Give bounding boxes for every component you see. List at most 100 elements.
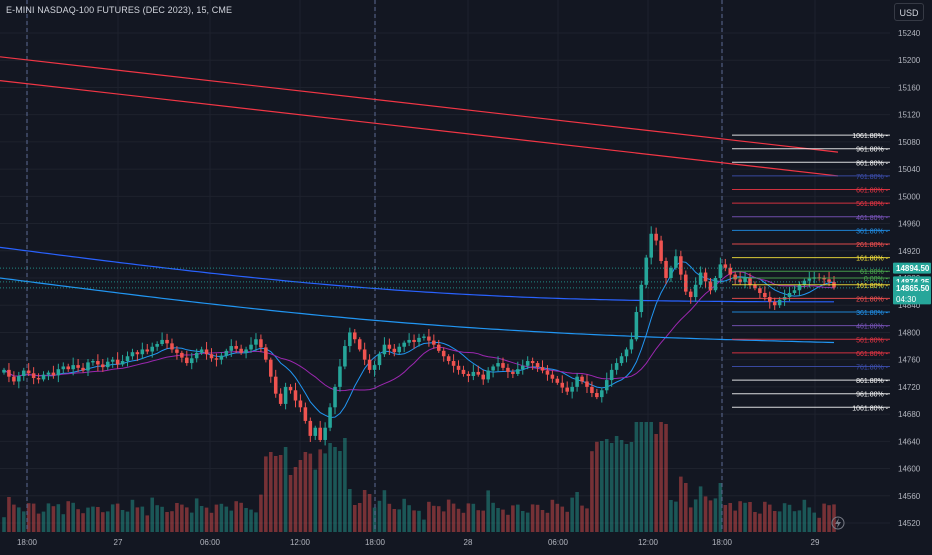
price-tick-label: 15000 — [898, 192, 921, 201]
candle-body — [392, 348, 397, 353]
candle-body — [71, 365, 75, 370]
candle-body — [451, 361, 456, 366]
price-tick-label: 15120 — [898, 111, 921, 120]
candle-body — [36, 378, 41, 380]
candle-body — [649, 233, 653, 258]
volume-bar — [165, 512, 169, 532]
volume-bar — [496, 508, 500, 532]
volume-bar — [738, 501, 742, 532]
candle-body — [654, 233, 658, 241]
volume-bar — [644, 422, 649, 532]
volume-bar — [417, 510, 421, 532]
time-tick-label: 18:00 — [712, 538, 733, 547]
volume-bar — [2, 517, 6, 532]
fib-level-label: 261.80% - — [856, 242, 889, 249]
price-axis[interactable]: 15240 15200 15160 15120 15080 15040 15000 14960… — [890, 0, 932, 550]
volume-bar — [758, 513, 762, 532]
volume-bar — [511, 505, 515, 532]
candle-body — [807, 278, 812, 281]
candle-body — [767, 297, 772, 302]
volume-bar — [308, 453, 313, 532]
volume-bar — [91, 506, 95, 532]
candle-body — [323, 427, 327, 440]
candle-body — [224, 350, 229, 356]
volume-bar — [273, 456, 278, 532]
currency-button[interactable]: USD — [894, 3, 924, 21]
candle-body — [318, 427, 322, 440]
candle-body — [540, 367, 545, 371]
candle-body — [357, 339, 362, 350]
volume-bar — [787, 504, 792, 532]
volume-bar — [204, 507, 209, 532]
time-tick-label: 27 — [114, 538, 123, 547]
volume-bar — [456, 508, 461, 532]
fibonacci-extension[interactable]: 1061.80% - 961.80% - 861.80% - 761.80% - 661… — [732, 133, 890, 412]
volume-bar — [817, 517, 821, 532]
time-tick-label: 12:00 — [290, 538, 311, 547]
candle-body — [328, 407, 332, 428]
volume-bar — [619, 440, 624, 532]
candle-body — [352, 332, 357, 340]
volume-bar — [412, 510, 416, 532]
volume-bar — [614, 436, 619, 532]
volume-bar — [595, 441, 599, 532]
volume-bar — [31, 503, 36, 532]
volume-bar — [580, 505, 584, 532]
candle-body — [150, 346, 154, 352]
candle-body — [259, 339, 263, 348]
candle-body — [733, 274, 737, 280]
candle-body — [629, 339, 634, 350]
candle-body — [565, 387, 569, 392]
volume-bar — [659, 422, 663, 532]
volume-bar — [708, 500, 713, 532]
price-axis-background — [890, 0, 932, 550]
time-tick-label: 12:00 — [638, 538, 659, 547]
candle-body — [763, 292, 767, 298]
candle-body — [822, 278, 826, 280]
candle-body — [209, 354, 214, 359]
fib-level-label: 861.80% - — [856, 378, 889, 385]
volume-bar — [397, 509, 402, 532]
volume-bar — [545, 512, 550, 532]
candle-body — [115, 359, 120, 365]
fib-level-label: 561.80% - — [856, 337, 889, 344]
candle-body — [600, 390, 604, 398]
volume-bar — [269, 452, 273, 532]
volume-bar — [318, 449, 322, 532]
candle-body — [466, 373, 471, 376]
candle-body — [12, 376, 16, 382]
fib-level-label: 361.80% - — [856, 310, 889, 317]
volume-bar — [288, 475, 293, 532]
volume-bar — [362, 490, 367, 532]
candle-body — [96, 361, 100, 365]
time-axis[interactable]: 18:00 27 06:00 12:00 18:00 28 06:00 12:00 18:00 2… — [17, 516, 845, 547]
time-tick-label: 06:00 — [548, 538, 569, 547]
lightning-icon — [831, 516, 845, 530]
volume-bar — [664, 424, 668, 532]
candle-body — [664, 260, 668, 278]
fib-level-label: 61.80% - — [860, 269, 889, 276]
moving-average-line — [3, 271, 835, 392]
price-tick-label: 15240 — [898, 29, 921, 38]
volume-bar — [328, 443, 332, 532]
volume-bar — [491, 502, 495, 532]
fib-level-label: 161.80% - — [856, 256, 889, 263]
candle-body — [511, 371, 515, 374]
volume-bar — [343, 438, 347, 532]
volume-bar — [422, 519, 426, 532]
candle-body — [120, 361, 125, 365]
price-countdown: 04:30 — [896, 295, 917, 304]
volume-bar — [753, 512, 757, 532]
candle-body — [580, 376, 584, 382]
volume-bar — [748, 502, 752, 532]
volume-bar — [21, 511, 26, 532]
volume-bar — [684, 483, 688, 532]
candle-body — [367, 359, 372, 370]
volume-bar — [476, 510, 481, 532]
candle-body — [609, 369, 614, 381]
volume-bar — [66, 501, 71, 532]
volume-bar — [723, 505, 728, 532]
candle-body — [525, 361, 530, 366]
